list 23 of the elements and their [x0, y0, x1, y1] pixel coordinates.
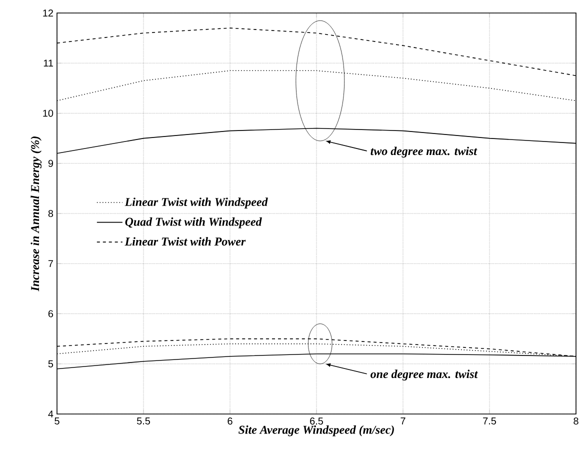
x-tick-label: 6.5 — [310, 418, 324, 425]
x-tick-label: 7.5 — [483, 418, 496, 424]
y-tick-label: 10 — [43, 110, 54, 117]
annotation: one degree max. twist — [370, 370, 478, 381]
y-axis-title: Increase in Annual Energy (%) — [30, 136, 42, 292]
legend-label: Quad Twist with Windspeed — [125, 217, 262, 228]
y-tick-label: 4 — [48, 410, 54, 418]
y-tick-label: 6 — [48, 310, 54, 318]
x-tick-label: 5.5 — [136, 418, 150, 424]
y-tick-label: 5 — [48, 360, 54, 368]
x-axis-title: Site Average Windspeed (m/sec) — [238, 425, 394, 436]
y-tick-label: 9 — [48, 160, 54, 167]
x-tick-label: 7 — [400, 418, 406, 424]
annotation: two degree max. twist — [370, 146, 478, 158]
y-tick-label: 8 — [48, 210, 54, 218]
x-tick-label: 8 — [574, 418, 578, 425]
x-tick-label: 5 — [54, 418, 60, 424]
x-tick-label: 6 — [228, 418, 232, 425]
y-tick-label: 7 — [48, 260, 53, 268]
y-tick-label: 12 — [43, 10, 53, 16]
y-tick-label: 11 — [44, 60, 53, 67]
legend-label: Linear Twist with Power — [124, 237, 246, 246]
legend-label: Linear Twist with Windspeed — [124, 198, 268, 208]
